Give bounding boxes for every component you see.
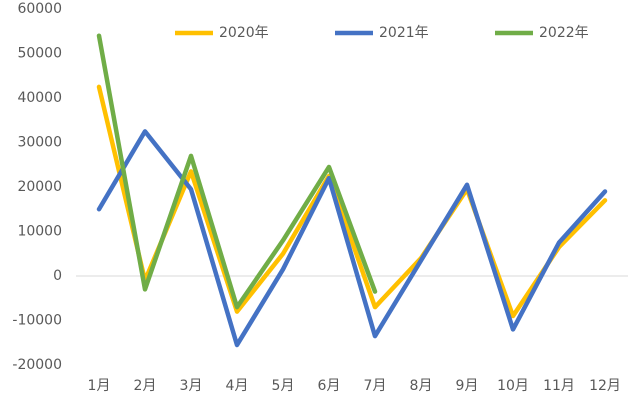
legend-label: 2021年 [379, 25, 429, 41]
x-tick-label: 7月 [364, 378, 387, 394]
y-tick-label: -10000 [12, 313, 62, 329]
x-tick-label: 8月 [410, 378, 433, 394]
x-tick-label: 6月 [318, 378, 341, 394]
x-tick-label: 10月 [497, 378, 529, 394]
x-tick-label: 4月 [226, 378, 249, 394]
x-tick-label: 11月 [543, 378, 575, 394]
y-tick-label: 40000 [17, 90, 62, 106]
y-tick-label: 30000 [17, 135, 62, 151]
x-tick-label: 1月 [88, 378, 111, 394]
series-line [96, 84, 608, 319]
y-tick-label: 20000 [17, 179, 62, 195]
x-tick-label: 2月 [134, 378, 157, 394]
x-tick-label: 5月 [272, 378, 295, 394]
x-tick-label: 12月 [589, 378, 621, 394]
y-tick-label: 10000 [17, 224, 62, 240]
y-tick-label: -20000 [12, 357, 62, 373]
legend-label: 2020年 [219, 25, 269, 41]
y-tick-label: 50000 [17, 46, 62, 62]
series-line [96, 33, 378, 310]
y-tick-label: 0 [53, 268, 62, 284]
x-tick-label: 9月 [456, 378, 479, 394]
y-tick-label: 60000 [17, 1, 62, 17]
x-tick-label: 3月 [180, 378, 203, 394]
legend-label: 2022年 [539, 25, 589, 41]
